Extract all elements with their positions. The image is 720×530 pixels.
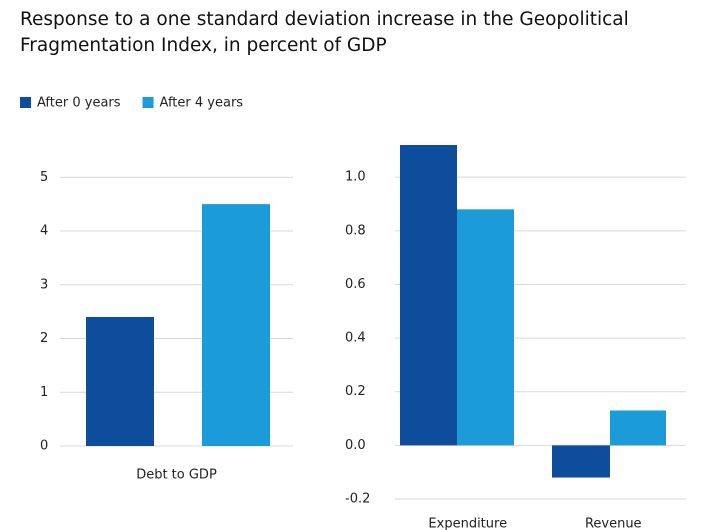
y-tick-label: 0.6 xyxy=(345,277,366,292)
chart-title-line-2: Fragmentation Index, in percent of GDP xyxy=(20,35,387,56)
y-tick-label: 1 xyxy=(40,385,48,400)
chart-title-line-1: Response to a one standard deviation inc… xyxy=(20,9,629,30)
y-tick-label: -0.2 xyxy=(345,492,370,507)
bar xyxy=(610,410,666,446)
bar xyxy=(457,209,514,446)
bar xyxy=(552,445,610,478)
y-tick-label: 0.8 xyxy=(345,223,366,238)
y-tick-label: 0.4 xyxy=(345,331,366,346)
bar xyxy=(202,204,270,446)
x-tick-label: Revenue xyxy=(585,517,642,530)
y-tick-label: 2 xyxy=(40,331,48,346)
y-tick-label: 3 xyxy=(40,277,48,292)
y-tick-label: 0 xyxy=(40,439,48,454)
y-tick-label: 0.0 xyxy=(345,438,366,453)
y-tick-label: 1.0 xyxy=(345,170,366,185)
bar xyxy=(400,145,457,446)
y-tick-label: 0.2 xyxy=(345,384,366,399)
y-tick-label: 5 xyxy=(40,170,48,185)
y-tick-label: 4 xyxy=(40,224,48,239)
bar xyxy=(86,317,154,446)
legend-label: After 4 years xyxy=(160,96,244,111)
legend-swatch xyxy=(20,97,31,108)
legend-swatch xyxy=(142,97,154,108)
x-tick-label: Expenditure xyxy=(428,517,507,530)
legend-label: After 0 years xyxy=(37,96,121,111)
x-tick-label: Debt to GDP xyxy=(136,468,217,483)
